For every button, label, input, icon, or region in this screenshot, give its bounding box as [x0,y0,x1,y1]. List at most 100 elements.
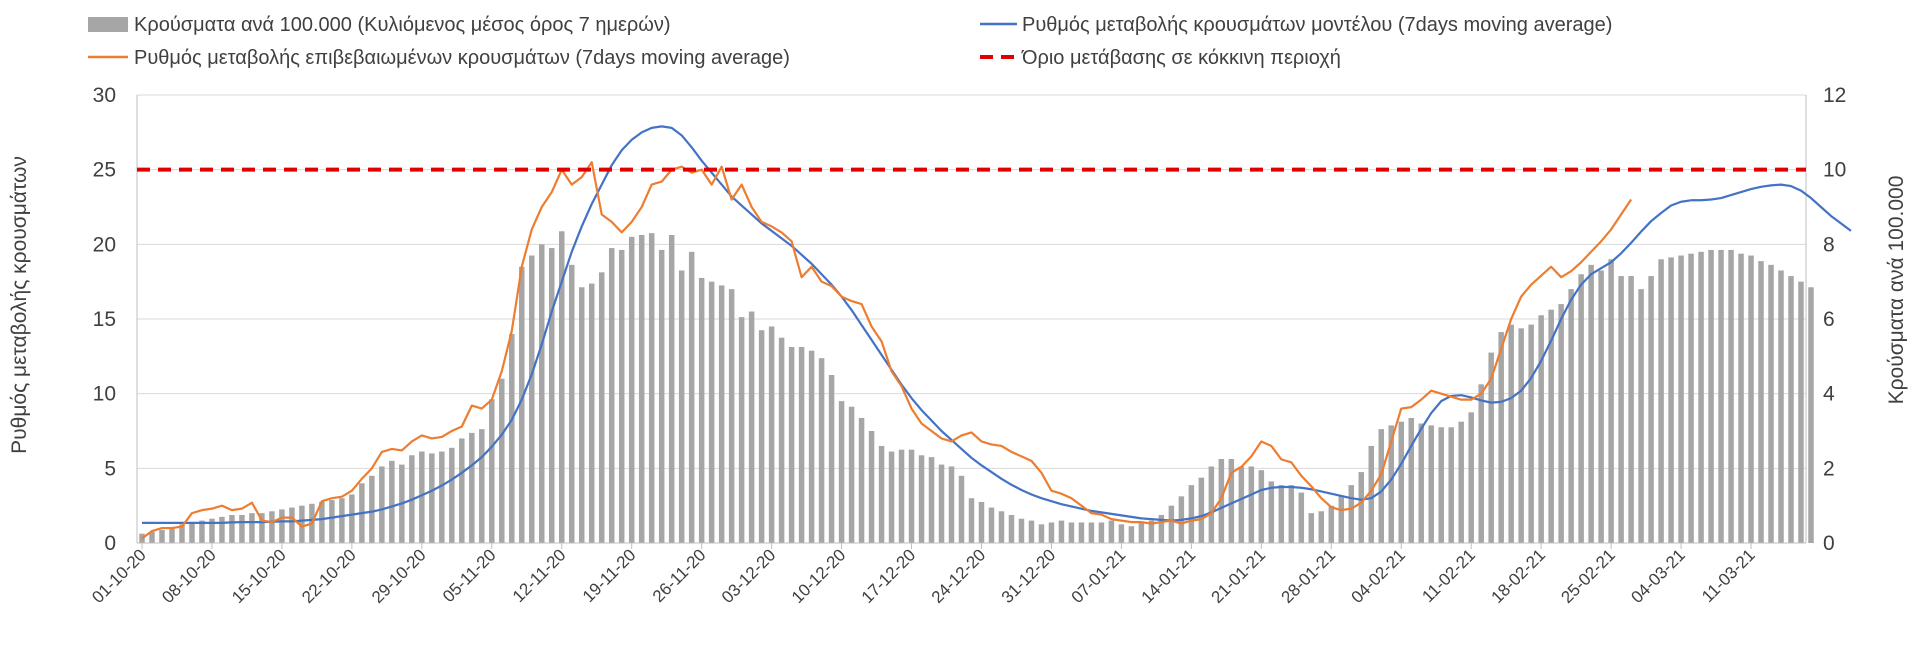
bar [229,515,235,543]
bar [1588,264,1594,543]
bar [1338,496,1345,543]
bar [1698,251,1704,544]
bar [1208,466,1215,543]
bar [439,451,445,543]
bar [349,494,355,543]
x-tick-label: 14-01-21 [1138,545,1200,607]
x-tick-label: 26-11-20 [649,545,710,606]
bar [1368,445,1375,543]
x-tick-label: 21-01-21 [1208,545,1270,607]
bar [339,498,345,543]
bar [558,231,565,543]
bar [489,399,495,543]
bar [758,330,765,543]
bar [958,475,965,543]
y-tick-left: 15 [93,308,116,331]
bar [1778,270,1784,543]
bar [998,511,1005,543]
bar [888,451,895,543]
y-axis-left-ticks: 0 5 10 15 20 25 30 [93,84,116,555]
bar-series [139,231,1814,544]
y-tick-left: 25 [93,159,116,182]
bar [1078,522,1085,543]
bar [1118,524,1125,543]
bar [618,249,625,543]
bar [219,516,225,543]
bar [149,531,155,543]
bar [1538,315,1544,543]
bar [1598,270,1604,543]
bar [608,248,615,544]
bar [1388,425,1394,543]
bar [658,249,665,543]
bar [1128,526,1135,543]
y-tick-right: 10 [1823,159,1846,182]
bar [1568,289,1574,543]
bar [1348,485,1355,543]
bar [898,449,905,543]
bar [818,358,825,543]
bar [1578,274,1584,543]
bar [1298,492,1305,543]
bar [1358,472,1365,543]
legend-label-threshold: Όριο μετάβασης σε κόκκινη περιοχή [1021,47,1341,69]
bar [459,438,465,543]
bar [1018,518,1025,543]
bar [1038,524,1045,543]
x-tick-label: 04-03-21 [1627,545,1689,607]
bar [1308,513,1315,543]
bar [678,270,685,543]
bar [299,505,305,543]
bar [928,457,935,543]
y-tick-right: 6 [1823,308,1835,331]
bar [848,406,855,543]
bar [1648,276,1654,543]
bar [1378,429,1385,543]
bar [868,431,875,543]
x-tick-label: 11-02-21 [1418,545,1479,606]
bar [1188,485,1195,543]
bar [1628,276,1634,543]
bar [738,317,745,543]
bar [668,235,675,543]
bar [858,417,865,543]
bar [1418,423,1424,543]
x-tick-label: 28-01-21 [1278,545,1340,607]
bar [289,507,295,543]
bar [1248,466,1255,543]
y-tick-left: 20 [93,233,116,256]
bar [1608,259,1614,543]
bar [179,524,185,543]
y-tick-right: 8 [1823,233,1835,256]
bar [1008,515,1015,543]
bar [1678,255,1684,544]
bar [1148,520,1155,543]
gridlines [137,94,1806,469]
bar [1738,253,1744,543]
bar [1618,276,1624,543]
bar [1498,332,1504,543]
bar [1748,255,1754,544]
bar [319,501,325,543]
bar [159,529,165,543]
bar [638,235,645,543]
y-axis-right-label: Κρούσματα ανά 100.000 [1885,176,1908,405]
x-tick-label: 07-01-21 [1068,545,1130,607]
y-axis-left-label: Ρυθμός μεταβολής κρουσμάτων [8,156,31,454]
bar [1228,459,1235,543]
y-tick-left: 30 [93,84,116,107]
bar [1398,421,1404,543]
bar [1218,459,1225,543]
x-tick-label: 25-02-21 [1557,545,1619,607]
bar [389,460,395,543]
bar [1638,289,1644,543]
bar [568,264,575,543]
confirmed-line [141,161,1633,540]
bar [918,455,925,543]
legend-label-bars: Κρούσματα ανά 100.000 (Κυλιόμενος μέσος … [134,14,671,36]
x-tick-label: 15-10-20 [228,545,290,607]
bar [968,498,975,543]
bar [1198,477,1205,543]
x-tick-label: 08-10-20 [158,545,220,607]
bar [948,466,955,543]
